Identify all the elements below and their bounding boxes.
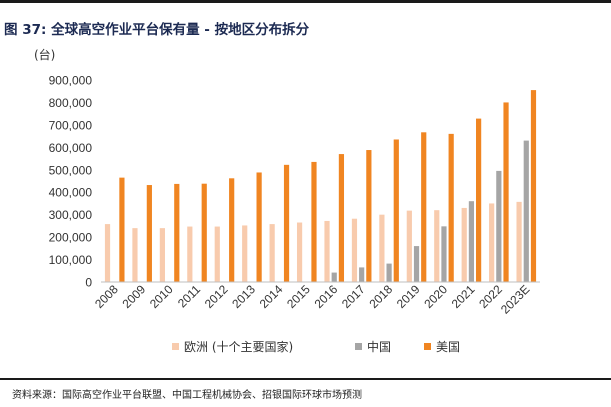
y-tick-label: 700,000 [49, 118, 93, 132]
bar-usa-2008 [119, 177, 125, 282]
x-tick-label: 2012 [202, 282, 231, 311]
top-rule [0, 0, 611, 3]
legend-swatch-europe [172, 343, 179, 350]
bar-europe-2020 [434, 210, 440, 282]
x-tick-label: 2016 [312, 282, 341, 311]
bar-europe-2019 [406, 210, 412, 282]
x-tick-label: 2019 [394, 282, 423, 311]
bar-usa-2022 [503, 102, 509, 282]
y-unit-label: (台) [34, 47, 55, 62]
y-tick-label: 500,000 [49, 163, 93, 177]
figure-title: 图 37: 全球高空作业平台保有量 - 按地区分布拆分 [4, 22, 310, 38]
bar-usa-2009 [146, 185, 152, 282]
x-tick-label: 2008 [92, 282, 121, 311]
bar-europe-2012 [214, 226, 220, 282]
bar-europe-2017 [351, 218, 358, 282]
bar-china-2021 [468, 201, 475, 282]
bar-europe-2021 [461, 207, 467, 282]
x-tick-label: 2021 [449, 282, 478, 311]
bar-usa-2016 [338, 154, 345, 282]
bar-europe-2011 [187, 226, 193, 282]
bar-usa-2023E [530, 90, 537, 282]
y-tick-label: 0 [85, 276, 92, 290]
y-tick-label: 900,000 [49, 74, 93, 88]
source-note: 资料来源：国际高空作业平台联盟、中国工程机械协会、招银国际环球市场预测 [12, 390, 362, 401]
bar-europe-2010 [159, 228, 165, 282]
x-tick-label: 2009 [119, 282, 148, 311]
bar-usa-2020 [448, 133, 454, 282]
bar-europe-2013 [242, 225, 248, 282]
bar-usa-2011 [201, 183, 207, 282]
plot-area [104, 90, 537, 282]
y-tick-label: 600,000 [49, 141, 93, 155]
chart: (台) 0 100,000 200,000 300,000 400,000 500,000… [34, 47, 540, 354]
bar-usa-2017 [366, 150, 372, 282]
bar-europe-2022 [489, 203, 495, 282]
bar-europe-2008 [104, 224, 111, 282]
y-tick-label: 300,000 [49, 208, 93, 222]
bar-europe-2009 [132, 228, 138, 282]
x-tick-label: 2011 [175, 282, 203, 310]
x-tick-label: 2018 [366, 282, 395, 311]
legend-label-europe: 欧洲 (十个主要国家) [184, 339, 293, 354]
y-axis: 0 100,000 200,000 300,000 400,000 500,000 600,… [49, 74, 93, 290]
x-tick-label: 2020 [421, 282, 450, 311]
bar-china-2022 [496, 170, 502, 282]
bar-china-2019 [413, 246, 420, 282]
bottom-rule [0, 378, 611, 380]
bar-usa-2010 [174, 183, 180, 282]
x-tick-label: 2010 [147, 282, 176, 311]
bar-usa-2013 [256, 172, 262, 282]
bar-usa-2018 [393, 139, 399, 282]
x-tick-label: 2015 [284, 282, 313, 311]
bar-europe-2014 [269, 224, 275, 282]
y-tick-label: 400,000 [49, 186, 93, 200]
y-tick-label: 800,000 [49, 96, 93, 110]
bar-china-2017 [359, 267, 365, 282]
bar-europe-2023E [516, 201, 522, 282]
bar-europe-2015 [296, 222, 303, 282]
y-tick-label: 100,000 [49, 253, 93, 267]
bar-europe-2016 [324, 220, 330, 282]
legend-label-china: 中国 [367, 339, 391, 354]
bar-usa-2015 [311, 161, 317, 282]
bar-usa-2014 [283, 164, 290, 282]
bar-usa-2019 [421, 132, 427, 282]
legend-swatch-china [355, 343, 362, 350]
y-tick-label: 200,000 [49, 231, 93, 245]
bar-china-2023E [523, 140, 529, 282]
legend-swatch-usa [424, 343, 431, 350]
bar-usa-2012 [229, 178, 235, 282]
x-tick-label: 2023E [498, 282, 532, 316]
bar-china-2016 [331, 272, 337, 282]
bar-europe-2018 [379, 214, 385, 282]
x-tick-label: 2014 [257, 282, 286, 311]
x-tick-label: 2017 [339, 282, 368, 311]
bar-china-2018 [386, 263, 392, 282]
legend: 欧洲 (十个主要国家) 中国 美国 [172, 339, 460, 354]
bar-china-2020 [441, 226, 447, 282]
legend-label-usa: 美国 [436, 340, 460, 354]
bar-usa-2021 [476, 118, 482, 282]
x-tick-label: 2013 [229, 282, 258, 311]
